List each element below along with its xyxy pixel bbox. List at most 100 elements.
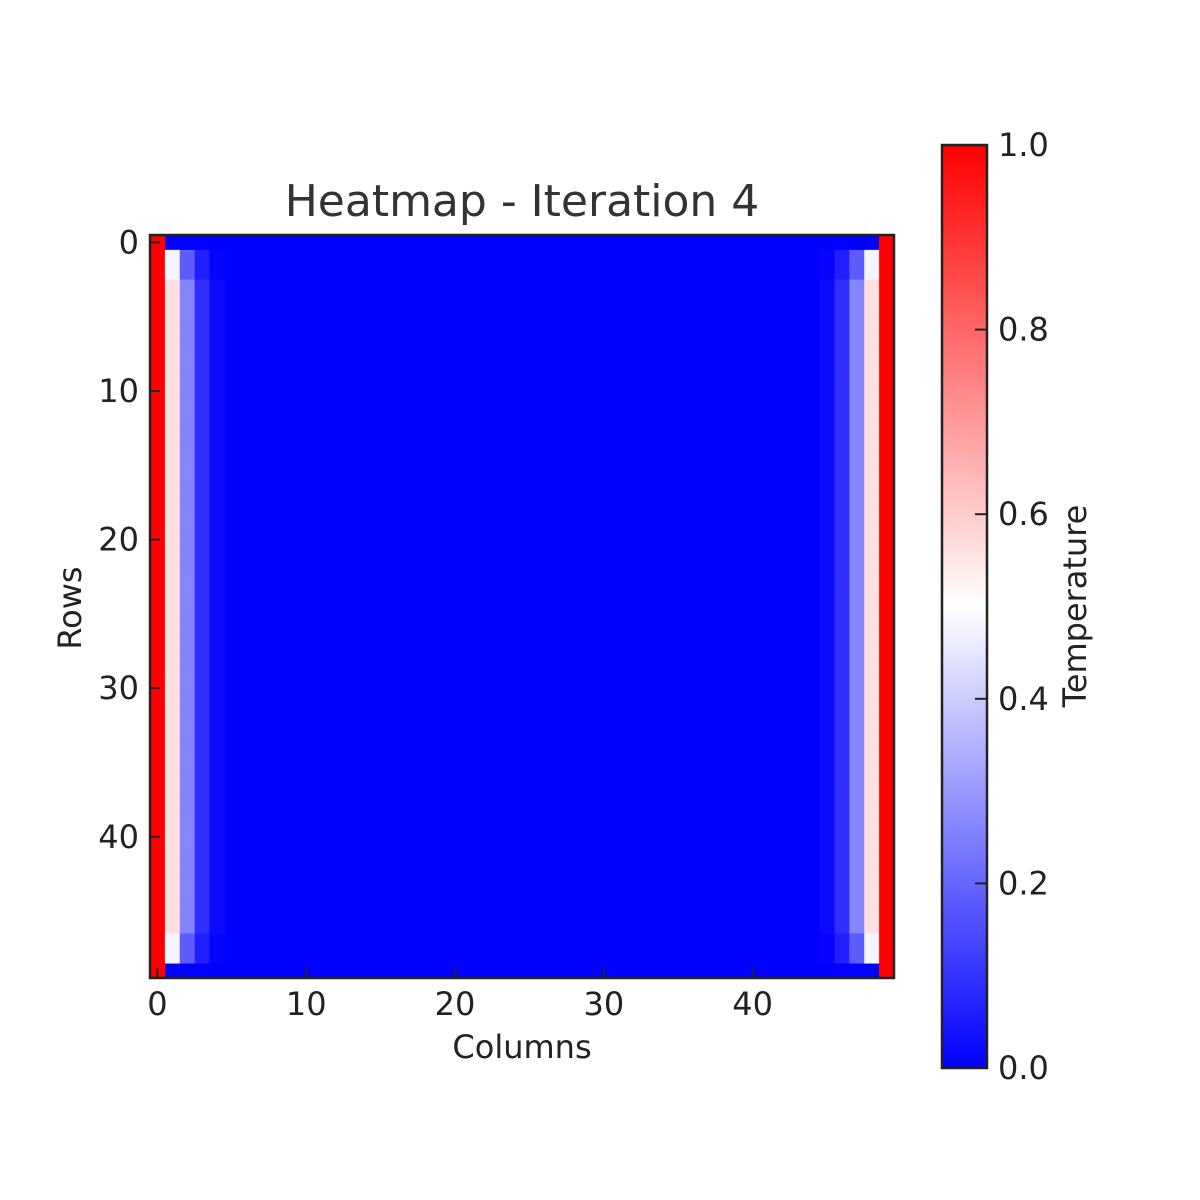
heatmap-cell — [150, 725, 166, 741]
heatmap-cell — [819, 859, 835, 875]
heatmap-cell — [194, 339, 210, 355]
heatmap-cell — [194, 294, 210, 310]
heatmap-cell — [819, 636, 835, 652]
heatmap-cell — [209, 903, 225, 919]
heatmap-cell — [179, 576, 196, 593]
heatmap-cell — [209, 740, 225, 756]
heatmap-cell — [194, 472, 210, 489]
heatmap-cell — [164, 413, 181, 429]
heatmap-cell — [864, 561, 880, 578]
colorbar-tick-label: 1.0 — [998, 126, 1049, 164]
heatmap-cell — [819, 576, 835, 593]
heatmap-cell — [194, 948, 210, 964]
heatmap-cell — [864, 695, 880, 711]
heatmap-cell — [150, 948, 166, 964]
heatmap-cell — [879, 710, 895, 726]
heatmap-cell — [164, 368, 181, 384]
heatmap-cell — [864, 353, 880, 370]
heatmap-cell — [819, 769, 835, 786]
heatmap-cell — [864, 665, 880, 682]
heatmap-cell — [164, 324, 181, 340]
heatmap-cell — [834, 636, 850, 652]
heatmap-cell — [179, 799, 196, 815]
heatmap-cell — [209, 264, 225, 280]
heatmap-cell — [209, 933, 225, 949]
colorbar-ticks: 0.0 0.2 0.4 0.6 0.8 1.0 — [975, 126, 1049, 1087]
heatmap-cell — [834, 948, 850, 964]
heatmap-cell — [194, 665, 210, 682]
heatmap-cell — [164, 725, 181, 741]
heatmap-cell — [150, 591, 166, 607]
heatmap-cell — [834, 799, 850, 815]
heatmap-cell — [194, 755, 210, 771]
heatmap-cell — [150, 903, 166, 919]
heatmap-cell — [834, 680, 850, 697]
heatmap-cell — [849, 948, 865, 964]
heatmap-cell — [179, 398, 196, 414]
heatmap-cell — [164, 339, 181, 355]
heatmap-cell — [209, 532, 225, 548]
heatmap-cell — [150, 799, 166, 815]
heatmap-cell — [194, 368, 210, 384]
heatmap-cell — [879, 755, 895, 771]
heatmap-cell — [150, 547, 166, 563]
heatmap-cell — [849, 487, 865, 503]
heatmap-cell — [179, 606, 196, 622]
heatmap-cell — [834, 606, 850, 622]
heatmap-cell — [849, 740, 865, 756]
heatmap-cell — [849, 918, 865, 934]
heatmap-cell — [834, 844, 850, 860]
heatmap-cell — [209, 769, 225, 786]
heatmap-cell — [209, 918, 225, 934]
heatmap-cell — [209, 472, 225, 489]
heatmap-cell — [879, 264, 895, 280]
heatmap-cell — [849, 606, 865, 622]
heatmap-cell — [150, 621, 166, 637]
heatmap-cell — [879, 859, 895, 875]
heatmap-cell — [179, 517, 196, 533]
heatmap-cell — [164, 591, 181, 607]
heatmap-cell — [209, 725, 225, 741]
heatmap-cell — [819, 829, 835, 845]
heatmap-cell — [879, 383, 895, 399]
heatmap-cell — [179, 294, 196, 310]
heatmap-cell — [879, 695, 895, 711]
y-tick-label: 0 — [119, 223, 139, 261]
heatmap-cell — [864, 710, 880, 726]
heatmap-cell — [194, 769, 210, 786]
heatmap-cell — [179, 636, 196, 652]
heatmap-cell — [194, 799, 210, 815]
heatmap-cell — [164, 948, 181, 964]
colorbar-tick-label: 0.0 — [998, 1049, 1049, 1087]
heatmap-cell — [879, 502, 895, 518]
heatmap-cell — [194, 903, 210, 919]
heatmap-cell — [150, 324, 166, 340]
heatmap-cell — [194, 606, 210, 622]
heatmap-cell — [150, 279, 166, 295]
heatmap-cell — [834, 249, 850, 266]
heatmap-cell — [150, 264, 166, 280]
heatmap-cell — [209, 948, 225, 964]
heatmap-background — [150, 235, 894, 978]
heatmap-cell — [150, 933, 166, 949]
heatmap-cell — [879, 339, 895, 355]
heatmap-cell — [819, 294, 835, 310]
heatmap-cell — [164, 695, 181, 711]
heatmap-cell — [209, 443, 225, 459]
heatmap-cell — [864, 457, 880, 474]
heatmap-cell — [209, 547, 225, 563]
heatmap-cell — [150, 294, 166, 310]
heatmap-cell — [849, 933, 865, 949]
heatmap-cell — [834, 502, 850, 518]
heatmap-cell — [834, 264, 850, 280]
heatmap-cell — [150, 740, 166, 756]
heatmap-cell — [179, 740, 196, 756]
heatmap-cell — [819, 502, 835, 518]
heatmap-cell — [209, 368, 225, 384]
heatmap-cell — [150, 814, 166, 830]
heatmap-cell — [179, 249, 196, 266]
heatmap-cell — [834, 769, 850, 786]
heatmap-cell — [834, 398, 850, 414]
heatmap-cell — [179, 933, 196, 949]
heatmap-cell — [209, 665, 225, 682]
